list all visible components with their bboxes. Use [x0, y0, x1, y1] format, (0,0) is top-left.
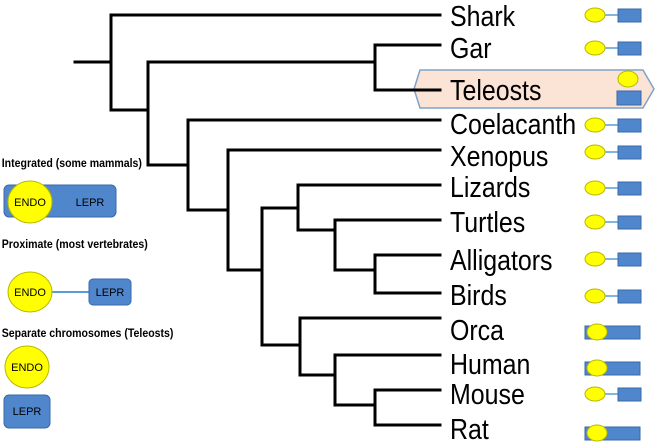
- legend: Integrated (some mammals) ENDO LEPR Prox…: [2, 157, 174, 429]
- endo-glyph: [617, 70, 639, 88]
- taxon-label-shark: Shark: [450, 0, 516, 32]
- lepr-glyph: [617, 387, 642, 402]
- endo-glyph: [584, 117, 606, 133]
- legend-integrated-glyph: ENDO LEPR: [3, 180, 117, 224]
- glyph-teleosts-separate: [616, 70, 642, 106]
- legend-integrated-title: Integrated (some mammals): [2, 157, 142, 170]
- taxon-label-orca: Orca: [450, 314, 505, 346]
- legend-integrated-endo: [7, 180, 53, 224]
- endo-glyph: [584, 214, 606, 230]
- legend-separate-lepr-label: LEPR: [13, 406, 42, 418]
- glyph-coelacanth-proximate: [584, 117, 642, 133]
- legend-proximate-glyph: ENDO LEPR: [7, 271, 132, 313]
- legend-separate-endo: [4, 345, 50, 389]
- glyph-orca-integrated: [584, 323, 641, 341]
- lepr-glyph: [616, 90, 642, 106]
- lepr-glyph: [617, 118, 642, 133]
- tree-branches: [73, 13, 442, 427]
- glyph-shark-proximate: [584, 7, 642, 23]
- gene-glyphs: [584, 7, 642, 442]
- legend-integrated-lepr-label: LEPR: [76, 197, 105, 209]
- lepr-glyph: [617, 181, 642, 196]
- legend-separate-endo-label: ENDO: [11, 362, 43, 374]
- taxon-label-turtles: Turtles: [450, 206, 525, 238]
- glyph-rat-integrated: [584, 424, 641, 442]
- legend-proximate-lepr-label: LEPR: [96, 287, 125, 299]
- lepr-glyph: [617, 145, 642, 160]
- endo-glyph: [584, 386, 606, 402]
- endo-glyph: [584, 180, 606, 196]
- glyph-alligators-proximate: [584, 251, 642, 267]
- lepr-glyph: [617, 252, 642, 267]
- taxon-label-birds: Birds: [450, 279, 507, 311]
- endo-glyph: [584, 40, 606, 56]
- endo-glyph: [586, 359, 608, 377]
- endo-glyph: [584, 288, 606, 304]
- legend-proximate-endo: [7, 271, 53, 313]
- legend-proximate-lepr: [88, 278, 132, 306]
- endo-glyph: [586, 323, 608, 341]
- taxon-labels: Shark Gar Teleosts Coelacanth Xenopus Li…: [450, 0, 576, 443]
- glyph-birds-proximate: [584, 288, 642, 304]
- legend-proximate-title: Proximate (most vertebrates): [2, 238, 148, 251]
- legend-proximate-endo-label: ENDO: [14, 287, 46, 299]
- taxon-label-mouse: Mouse: [450, 378, 525, 410]
- glyph-lizards-proximate: [584, 180, 642, 196]
- legend-separate-lepr: [3, 394, 51, 429]
- glyph-turtles-proximate: [584, 214, 642, 230]
- glyph-gar-proximate: [584, 40, 642, 56]
- lepr-glyph: [617, 8, 642, 23]
- endo-glyph: [586, 424, 608, 442]
- taxon-label-teleosts: Teleosts: [450, 74, 541, 106]
- glyph-human-integrated: [584, 359, 641, 377]
- taxon-label-rat: Rat: [450, 413, 489, 443]
- lepr-glyph: [617, 41, 642, 56]
- glyph-mouse-proximate: [584, 386, 642, 402]
- taxon-label-lizards: Lizards: [450, 171, 530, 203]
- taxon-label-coelacanth: Coelacanth: [450, 108, 576, 140]
- taxon-label-alligators: Alligators: [450, 244, 553, 276]
- endo-glyph: [584, 251, 606, 267]
- legend-separate-title: Separate chromosomes (Teleosts): [2, 327, 174, 340]
- legend-separate-glyph: ENDO LEPR: [3, 345, 51, 429]
- lepr-glyph: [617, 289, 642, 304]
- glyph-xenopus-proximate: [584, 144, 642, 160]
- taxon-label-gar: Gar: [450, 32, 492, 64]
- lepr-glyph: [617, 215, 642, 230]
- endo-glyph: [584, 144, 606, 160]
- taxon-label-human: Human: [450, 348, 530, 380]
- legend-integrated-endo-label: ENDO: [14, 197, 46, 209]
- taxon-label-xenopus: Xenopus: [450, 140, 548, 172]
- endo-glyph: [584, 7, 606, 23]
